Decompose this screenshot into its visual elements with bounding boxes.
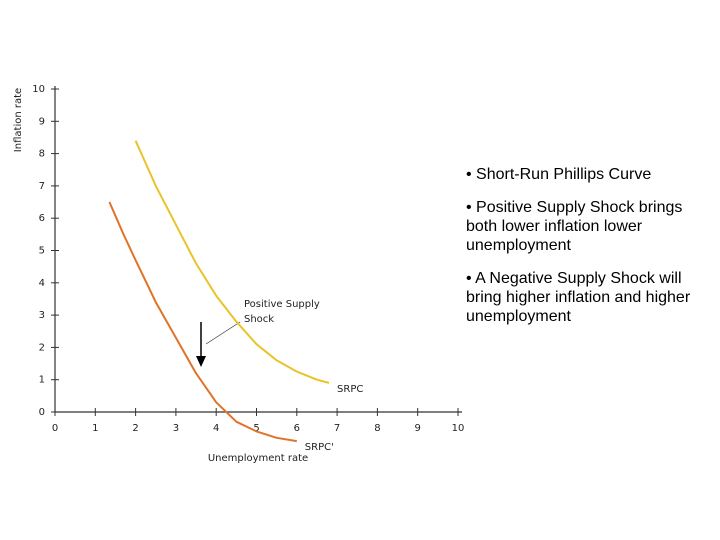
x-tick-label: 4 <box>213 423 219 434</box>
y-tick-label: 5 <box>39 246 45 257</box>
y-tick-label: 1 <box>39 375 45 386</box>
annotation: Positive Supply <box>244 299 320 310</box>
x-tick-label: 10 <box>452 423 465 434</box>
y-tick-label: 8 <box>39 149 45 160</box>
y-tick-label: 9 <box>39 116 45 127</box>
bullet: • Positive Supply Shock brings both lowe… <box>466 199 683 254</box>
y-tick-label: 3 <box>39 310 45 321</box>
shock-arrowhead <box>196 356 206 367</box>
y-tick-label: 0 <box>39 407 45 418</box>
x-tick-label: 3 <box>173 423 179 434</box>
bullet: • A Negative Supply Shock will bring hig… <box>466 270 691 325</box>
y-tick-label: 10 <box>32 84 45 95</box>
x-tick-label: 9 <box>415 423 421 434</box>
y-tick-label: 6 <box>39 213 45 224</box>
x-tick-label: 7 <box>334 423 340 434</box>
x-tick-label: 2 <box>132 423 138 434</box>
x-tick-label: 5 <box>253 423 259 434</box>
curve-label: SRPC' <box>305 442 334 453</box>
x-tick-label: 6 <box>294 423 300 434</box>
x-tick-label: 0 <box>52 423 58 434</box>
y-tick-label: 7 <box>39 181 45 192</box>
curve <box>108 201 297 443</box>
leader-line <box>205 321 241 345</box>
x-tick-label: 8 <box>374 423 380 434</box>
curve <box>134 140 330 384</box>
bullet: • Short-Run Phillips Curve <box>466 166 652 183</box>
y-axis-label: Inflation rate <box>13 88 24 152</box>
y-tick-label: 2 <box>39 342 45 353</box>
x-tick-label: 1 <box>92 423 98 434</box>
curve-label: SRPC <box>337 384 363 395</box>
bullet-list: • Short-Run Phillips Curve • Positive Su… <box>466 165 711 340</box>
x-axis-label: Unemployment rate <box>208 453 308 464</box>
annotation: Shock <box>244 314 274 325</box>
y-tick-label: 4 <box>39 278 45 289</box>
